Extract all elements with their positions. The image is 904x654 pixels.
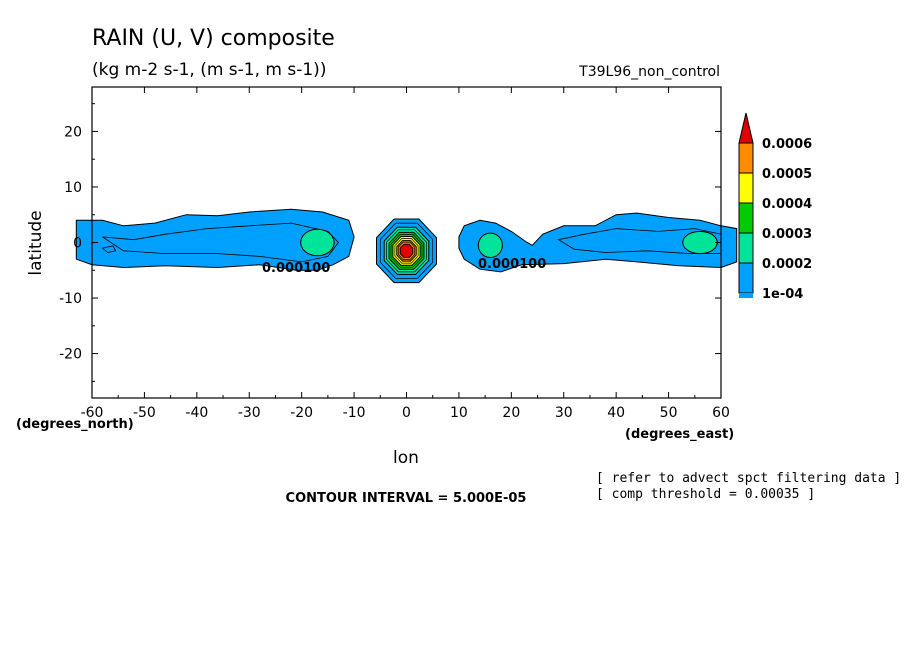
x-axis-label: lon [393,448,419,468]
eastern-band [458,212,738,273]
y-axis-ticks: -20 -10 0 10 20 [59,103,721,382]
central-contour-line-3 [390,234,423,268]
x-tick-label: 20 [502,405,520,421]
eastern-max-2 [682,230,718,255]
colorbar-label: 0.0006 [762,137,812,152]
colorbar-max-arrow [738,112,754,144]
contour-fills [75,208,738,284]
western-inner-contour [102,222,339,263]
x-tick-label: -30 [238,405,261,421]
contour-interval: CONTOUR INTERVAL = 5.000E-05 [286,491,527,506]
central-contour-line-1 [379,222,434,279]
note-threshold: [ comp threshold = 0.00035 ] [596,487,815,502]
chart-subtitle: (kg m-2 s-1, (m s-1, m s-1)) [92,60,326,80]
chart-title: RAIN (U, V) composite [92,26,335,51]
x-tick-label: -40 [185,405,208,421]
central-contour-line-4 [394,238,419,264]
contour-label-east: 0.000100 [478,257,546,272]
x-tick-label: -60 [81,405,104,421]
y-tick-label: -10 [59,291,82,307]
y-tick-label: 10 [64,180,82,196]
x-tick-label: 10 [450,405,468,421]
central-core [399,243,414,258]
colorbar-segment [738,202,754,234]
y-units-label: (degrees_north) [16,417,134,432]
x-tick-label: 30 [555,405,573,421]
x-tick-label: 50 [660,405,678,421]
contour-label-west: 0.000100 [262,261,330,276]
x-tick-label: 0 [402,405,411,421]
colorbar: 0.0006 0.0005 0.0004 0.0003 0.0002 1e-04 [738,112,812,302]
colorbar-segment [739,293,753,298]
western-small-contour [101,245,117,253]
x-tick-label: 60 [712,405,730,421]
colorbar-segment [738,142,754,174]
y-tick-label: 0 [73,236,82,252]
central-contour-line-2 [386,229,427,273]
x-tick-label: -10 [343,405,366,421]
colorbar-label: 1e-04 [762,287,803,302]
x-tick-label: 40 [607,405,625,421]
y-axis-label: latitude [26,210,46,275]
x-tick-label: -20 [290,405,313,421]
colorbar-segment [738,262,754,294]
central-contour-line-5 [397,241,416,260]
y-tick-label: -20 [59,347,82,363]
experiment-label: T39L96_non_control [578,64,720,80]
eastern-max-1 [477,232,503,259]
western-band [75,208,355,271]
colorbar-label: 0.0004 [762,197,812,212]
note-filter: [ refer to advect spct filtering data ] [596,471,901,486]
x-tick-label: -50 [133,405,156,421]
x-units-label: (degrees_east) [625,427,734,442]
colorbar-label: 0.0003 [762,227,812,242]
colorbar-label: 0.0005 [762,167,812,182]
colorbar-label: 0.0002 [762,257,812,272]
colorbar-segment [738,172,754,204]
western-max [300,228,335,257]
colorbar-segment [738,232,754,264]
x-axis-ticks: -60 -50 -40 -30 -20 -10 0 10 20 30 40 50 60 [81,87,730,421]
y-tick-label: 20 [64,124,82,140]
